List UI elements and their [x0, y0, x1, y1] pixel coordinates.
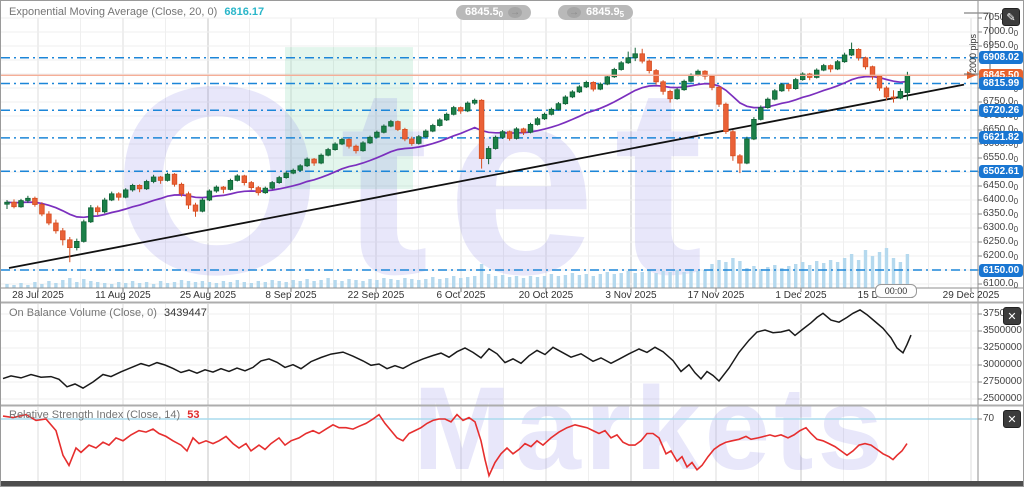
close-icon: ✕ — [1007, 413, 1017, 426]
edit-chart-button[interactable]: ✎ — [1002, 8, 1020, 26]
obv-axis-label: 2750000 — [983, 376, 1022, 387]
buy-arrow-icon: → — [567, 7, 581, 18]
date-axis-label: 17 Nov 2025 — [687, 290, 745, 301]
current-price-arrow-icon — [967, 71, 976, 80]
time-countdown-marker: 00:00 — [875, 284, 917, 298]
price-level-badge: 6502.61 — [979, 164, 1023, 178]
date-axis-label: 6 Oct 2025 — [436, 290, 486, 301]
ema-indicator-label: Exponential Moving Average (Close, 20, 0… — [9, 6, 264, 18]
price-level-badge: 6908.02 — [979, 51, 1023, 65]
price-axis-label: 6950.00 — [983, 40, 1019, 52]
obv-axis-label: 3000000 — [983, 359, 1022, 370]
trendline — [8, 83, 965, 269]
price-axis-label: 6550.00 — [983, 152, 1019, 164]
price-axis-label: 6100.00 — [983, 278, 1019, 290]
date-axis-label: 3 Nov 2025 — [605, 290, 657, 301]
obv-close-button[interactable]: ✕ — [1003, 307, 1021, 325]
price-axis-label: 6200.00 — [983, 250, 1019, 262]
price-axis-label: 6750.00 — [983, 96, 1018, 108]
rsi-axis-label: 70 — [983, 413, 995, 424]
obv-axis-label: 2500000 — [983, 393, 1022, 404]
date-axis-label: 25 Aug 2025 — [179, 290, 237, 301]
measure-bracket — [964, 12, 991, 75]
price-axis-label: 7000.00 — [983, 26, 1019, 38]
price-axis-label: 6350.00 — [983, 208, 1019, 220]
obv-axis-label: 3750000 — [983, 308, 1022, 319]
ema-indicator-value: 6816.17 — [224, 6, 265, 18]
sell-button[interactable]: 6845.50 → — [456, 5, 532, 20]
sell-price: 6845.50 — [465, 6, 504, 19]
obv-indicator-name: On Balance Volume (Close, 0) — [9, 307, 157, 319]
rsi-indicator-label: Relative Strength Index (Close, 14) 53 — [9, 409, 200, 421]
watermark-line2: Markets — [413, 363, 887, 487]
ema-line — [6, 75, 908, 219]
price-axis-label: 6300.00 — [983, 222, 1019, 234]
horizontal-scrollbar[interactable] — [1, 481, 1024, 487]
rsi-indicator-name: Relative Strength Index (Close, 14) — [9, 409, 181, 421]
rsi-indicator-value: 53 — [187, 409, 200, 421]
price-axis-label: 6250.00 — [983, 236, 1019, 248]
price-axis-label: 6400.00 — [983, 194, 1019, 206]
sell-arrow-icon: → — [508, 7, 523, 18]
obv-indicator-label: On Balance Volume (Close, 0) 3439447 — [9, 307, 207, 319]
ema-indicator-name: Exponential Moving Average (Close, 20, 0… — [9, 6, 218, 18]
buy-button[interactable]: → 6845.95 — [558, 5, 634, 20]
obv-axis-label: 3250000 — [983, 342, 1022, 353]
price-axis-label: 6450.00 — [983, 180, 1019, 192]
price-level-badge: 6621.82 — [979, 131, 1023, 145]
rsi-line — [2, 413, 908, 479]
date-axis-label: 1 Dec 2025 — [775, 290, 827, 301]
measure-pips-label: 2000 pips — [968, 33, 978, 73]
date-axis-label: 8 Sep 2025 — [265, 290, 317, 301]
edit-icon: ✎ — [1006, 11, 1016, 24]
date-axis-label: 29 Dec 2025 — [942, 290, 1000, 301]
price-level-badge: 6815.99 — [979, 77, 1023, 91]
close-icon: ✕ — [1007, 310, 1017, 323]
candles — [4, 42, 911, 263]
date-axis-label: 22 Sep 2025 — [347, 290, 405, 301]
obv-indicator-value: 3439447 — [164, 307, 207, 319]
price-level-badge: 6150.00 — [979, 263, 1023, 277]
buy-price: 6845.95 — [586, 6, 625, 19]
obv-line — [2, 309, 912, 389]
volume-bars — [5, 248, 910, 288]
rsi-close-button[interactable]: ✕ — [1003, 410, 1021, 428]
date-axis-label: 28 Jul 2025 — [12, 290, 64, 301]
date-axis-label: 20 Oct 2025 — [518, 290, 574, 301]
obv-axis-label: 3500000 — [983, 325, 1022, 336]
price-level-badge: 6720.26 — [979, 103, 1023, 117]
date-axis-label: 11 Aug 2025 — [95, 290, 151, 301]
